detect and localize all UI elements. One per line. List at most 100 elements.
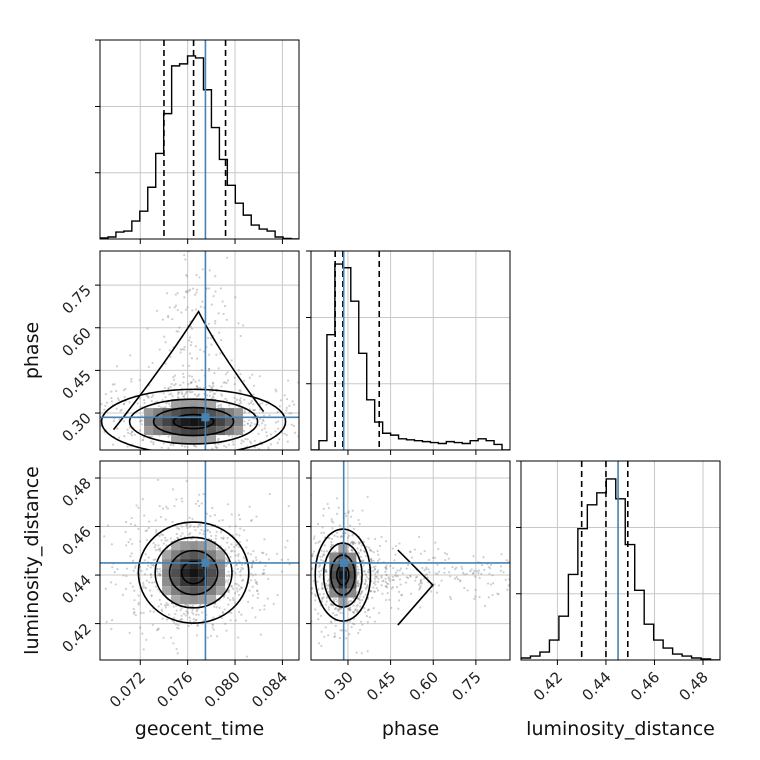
scatter-point xyxy=(193,293,197,296)
scatter-point xyxy=(307,653,309,655)
density-cell xyxy=(347,579,357,589)
scatter-point xyxy=(161,399,164,402)
scatter-point xyxy=(215,446,219,449)
scatter-point xyxy=(427,558,431,562)
scatter-point xyxy=(226,537,229,540)
scatter-point xyxy=(358,597,361,601)
scatter-point xyxy=(258,424,261,427)
scatter-point xyxy=(360,591,363,594)
scatter-point xyxy=(161,533,165,536)
scatter-point xyxy=(250,441,253,445)
scatter-point xyxy=(367,568,370,572)
scatter-point xyxy=(231,549,234,552)
scatter-point xyxy=(359,541,362,544)
scatter-point xyxy=(188,616,191,619)
scatter-point xyxy=(178,391,181,394)
scatter-point xyxy=(276,411,279,414)
scatter-point xyxy=(338,524,341,527)
contour-line xyxy=(112,309,265,431)
scatter-point xyxy=(154,549,158,552)
scatter-point xyxy=(149,573,152,576)
scatter-point xyxy=(362,559,365,562)
scatter-point xyxy=(151,581,154,584)
scatter-point xyxy=(317,565,321,568)
scatter-point xyxy=(286,539,289,542)
scatter-point xyxy=(317,642,320,645)
scatter-point xyxy=(185,523,188,526)
scatter-point xyxy=(252,393,255,396)
scatter-point xyxy=(185,275,189,278)
truth-marker xyxy=(339,558,348,567)
scatter-point xyxy=(332,597,335,601)
scatter-point xyxy=(370,549,373,553)
scatter-point xyxy=(169,355,172,359)
scatter-point xyxy=(443,571,446,574)
scatter-point xyxy=(357,631,360,635)
x-axis-label: geocent_time xyxy=(135,718,264,740)
scatter-point xyxy=(506,588,509,591)
scatter-point xyxy=(226,541,229,544)
scatter-point xyxy=(324,458,326,460)
scatter-point xyxy=(374,537,377,541)
scatter-point xyxy=(154,543,157,547)
scatter-point xyxy=(235,544,238,547)
scatter-point xyxy=(329,545,332,548)
scatter-point xyxy=(369,590,372,593)
scatter-point xyxy=(216,470,218,472)
scatter-point xyxy=(186,526,189,529)
scatter-point xyxy=(145,568,148,571)
scatter-point xyxy=(413,548,416,551)
density-cell xyxy=(189,399,199,409)
scatter-point xyxy=(167,435,170,438)
scatter-point xyxy=(353,610,356,613)
scatter-point xyxy=(162,392,165,395)
scatter-point xyxy=(288,412,291,415)
scatter-point xyxy=(324,569,328,572)
scatter-point xyxy=(172,376,175,379)
scatter-point xyxy=(262,572,265,576)
scatter-point xyxy=(171,520,174,524)
scatter-point xyxy=(326,502,329,506)
scatter-point xyxy=(164,341,167,344)
scatter-point xyxy=(223,304,227,308)
scatter-point xyxy=(474,595,477,598)
scatter-point xyxy=(185,273,188,277)
scatter-point xyxy=(114,389,118,393)
hist-step-line xyxy=(100,55,299,239)
scatter-point xyxy=(130,552,133,555)
contour-line xyxy=(137,521,250,625)
scatter-point xyxy=(250,565,253,569)
scatter-point xyxy=(218,404,221,407)
scatter-point xyxy=(351,542,354,545)
scatter-point xyxy=(106,524,109,527)
scatter-point xyxy=(351,543,355,546)
scatter-point xyxy=(157,605,160,608)
scatter-point xyxy=(99,457,101,459)
scatter-point xyxy=(177,391,180,394)
scatter-point xyxy=(110,397,113,400)
scatter-point xyxy=(188,374,191,377)
scatter-point xyxy=(410,556,414,559)
scatter-point xyxy=(436,572,439,575)
scatter-point xyxy=(90,405,92,407)
scatter-point xyxy=(318,570,321,573)
density-cell xyxy=(180,586,190,596)
scatter-point xyxy=(162,248,164,250)
scatter-point xyxy=(489,563,493,566)
scatter-point xyxy=(232,545,236,549)
scatter-point xyxy=(239,574,242,577)
scatter-point xyxy=(133,566,137,570)
scatter-point xyxy=(364,582,367,585)
scatter-point xyxy=(218,606,221,610)
scatter-point xyxy=(471,572,475,575)
scatter-point xyxy=(214,534,218,537)
scatter-point xyxy=(155,309,159,312)
scatter-point xyxy=(172,444,175,447)
scatter-point xyxy=(188,533,191,536)
scatter-point xyxy=(166,507,169,510)
density-cell xyxy=(189,577,199,587)
scatter-point xyxy=(374,565,377,568)
scatter-point xyxy=(405,576,408,579)
scatter-point xyxy=(327,606,330,609)
scatter-point xyxy=(201,268,204,271)
